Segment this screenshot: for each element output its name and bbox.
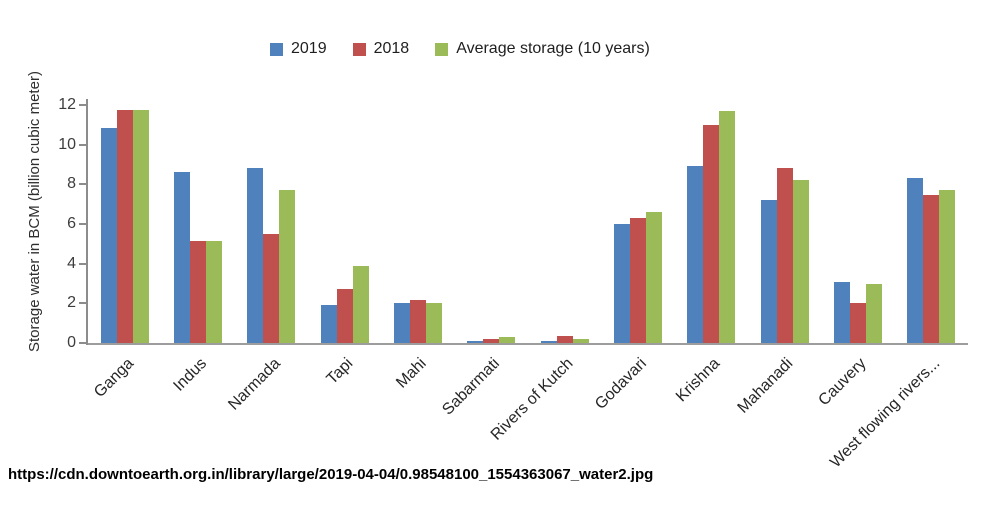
bar-2018-mahanadi xyxy=(776,168,793,343)
y-tick-mark xyxy=(79,302,88,305)
bar-average-storage-10-years-indus xyxy=(205,240,222,343)
bar-2019-west-flowing-rivers xyxy=(907,178,924,343)
x-axis-label-tapi: Tapi xyxy=(323,355,357,388)
bar-2018-rivers-of-kutch xyxy=(556,336,573,343)
legend-swatch-icon xyxy=(352,42,366,56)
bar-2018-krishna xyxy=(703,124,720,343)
x-axis-label-ganga: Ganga xyxy=(90,355,137,401)
bar-2018-tapi xyxy=(336,289,353,343)
bar-average-storage-10-years-sabarmati xyxy=(499,337,516,343)
y-tick-mark xyxy=(79,262,88,265)
bar-2019-cauvery xyxy=(833,281,850,343)
bar-average-storage-10-years-krishna xyxy=(719,110,736,343)
bar-group-sabarmati: Sabarmati xyxy=(440,105,528,419)
legend-label: 2019 xyxy=(291,40,327,57)
bar-2018-narmada xyxy=(263,233,280,343)
bar-2018-indus xyxy=(189,240,206,343)
bar-2018-godavari xyxy=(629,218,646,343)
bar-group-krishna: Krishna xyxy=(673,105,748,405)
bar-group-godavari: Godavari xyxy=(592,105,674,413)
y-tick-mark xyxy=(79,143,88,146)
bar-group-narmada: Narmada xyxy=(225,105,308,414)
bar-average-storage-10-years-cauvery xyxy=(865,283,882,343)
y-tick-label: 0 xyxy=(67,334,76,351)
plot-area: 0 2 4 6 8 10 12 Ganga Indus Narmada Tapi Mahi Sabarm… xyxy=(58,96,968,471)
legend-item-2019: 2019 xyxy=(270,40,327,58)
y-tick-mark xyxy=(79,342,88,344)
y-tick-label: 12 xyxy=(58,96,76,113)
x-axis-label-godavari: Godavari xyxy=(592,355,651,413)
bar-average-storage-10-years-rivers-of-kutch xyxy=(572,339,589,343)
bar-average-storage-10-years-narmada xyxy=(279,190,296,343)
source-url-caption: https://cdn.downtoearth.org.in/library/l… xyxy=(8,466,654,483)
legend-swatch-icon xyxy=(270,42,283,56)
bar-average-storage-10-years-tapi xyxy=(352,265,369,343)
bar-group-indus: Indus xyxy=(161,105,234,395)
bar-2019-mahanadi xyxy=(760,200,777,343)
bar-group-ganga: Ganga xyxy=(88,105,161,401)
x-axis-label-krishna: Krishna xyxy=(672,355,724,406)
legend-item-average-storage-10-years: Average storage (10 years) xyxy=(435,40,650,58)
bar-2019-narmada xyxy=(247,168,264,343)
bar-2019-krishna xyxy=(687,166,704,343)
bar-2019-tapi xyxy=(320,305,337,343)
x-axis-label-sabarmati: Sabarmati xyxy=(439,355,504,419)
x-axis-label-indus: Indus xyxy=(170,355,211,395)
bar-2018-sabarmati xyxy=(483,339,500,343)
y-tick-label: 2 xyxy=(67,294,76,312)
x-axis-label-mahanadi: Mahanadi xyxy=(734,355,797,417)
bar-group-mahanadi: Mahanadi xyxy=(735,105,821,417)
bar-2018-mahi xyxy=(409,300,426,343)
bar-2019-rivers-of-kutch xyxy=(540,341,557,343)
bar-2019-mahi xyxy=(393,303,410,343)
bar-2018-west-flowing-rivers xyxy=(923,195,940,343)
legend-label: Average storage (10 years) xyxy=(456,40,650,57)
bar-2019-ganga xyxy=(100,127,117,343)
bar-group-mahi: Mahi xyxy=(381,105,454,392)
bar-2019-indus xyxy=(173,172,190,343)
legend-item-2018: 2018 xyxy=(352,40,410,58)
y-tick-label: 10 xyxy=(58,135,76,153)
bar-average-storage-10-years-ganga xyxy=(132,109,149,343)
bar-group-rivers-of-kutch: Rivers of Kutch xyxy=(488,105,601,444)
bar-2019-sabarmati xyxy=(467,341,484,343)
legend-label: 2018 xyxy=(373,40,410,57)
y-tick-mark xyxy=(79,104,88,106)
y-tick-mark xyxy=(79,183,88,186)
x-axis-label-mahi: Mahi xyxy=(393,355,431,392)
bar-2018-ganga xyxy=(116,109,133,343)
bar-average-storage-10-years-mahanadi xyxy=(792,180,809,343)
legend-swatch-icon xyxy=(435,42,449,56)
bar-2019-godavari xyxy=(613,224,630,343)
bar-group-cauvery: Cauvery xyxy=(816,105,894,409)
y-tick-label: 8 xyxy=(67,175,76,193)
bar-group-tapi: Tapi xyxy=(308,105,381,388)
bar-2018-cauvery xyxy=(849,303,866,343)
bar-average-storage-10-years-west-flowing-rivers xyxy=(939,190,956,343)
y-axis-line xyxy=(86,99,88,345)
legend: 2019 2018 Average storage (10 years) xyxy=(270,40,650,58)
y-tick-label: 4 xyxy=(67,254,76,272)
bar-group-west-flowing-rivers: West flowing rivers... xyxy=(827,105,968,471)
bar-average-storage-10-years-godavari xyxy=(645,212,662,343)
y-tick-mark xyxy=(79,223,88,225)
bar-average-storage-10-years-mahi xyxy=(425,303,442,343)
y-tick-label: 6 xyxy=(67,215,76,232)
x-axis-label-narmada: Narmada xyxy=(224,355,284,414)
x-axis-label-cauvery: Cauvery xyxy=(815,355,871,410)
